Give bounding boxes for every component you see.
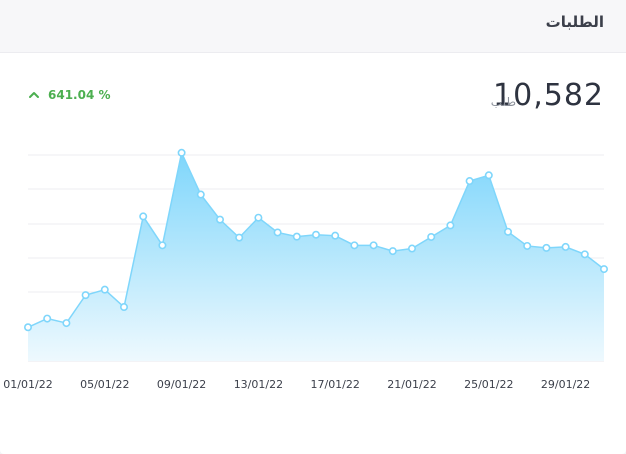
data-point[interactable]	[561, 242, 570, 251]
data-point[interactable]	[196, 190, 205, 199]
x-tick-label: 17/01/22	[310, 378, 359, 391]
data-point[interactable]	[100, 285, 109, 294]
data-point[interactable]	[273, 228, 282, 237]
data-point[interactable]	[427, 232, 436, 241]
data-point[interactable]	[158, 241, 167, 250]
data-point[interactable]	[139, 212, 148, 221]
data-point[interactable]	[177, 148, 186, 157]
data-point[interactable]	[43, 314, 52, 323]
orders-total-value: 10,582	[493, 78, 604, 113]
data-point[interactable]	[503, 227, 512, 236]
card-header: الطلبات	[0, 0, 626, 53]
x-tick-label: 25/01/22	[464, 378, 513, 391]
x-tick-label: 13/01/22	[234, 378, 283, 391]
data-point[interactable]	[62, 319, 71, 328]
x-tick-label: 05/01/22	[80, 378, 129, 391]
growth-indicator: 641.04 %	[28, 88, 111, 102]
data-point[interactable]	[446, 221, 455, 230]
data-point[interactable]	[484, 171, 493, 180]
data-point[interactable]	[235, 233, 244, 242]
data-point[interactable]	[542, 243, 551, 252]
growth-percent: 641.04 %	[48, 88, 111, 102]
x-tick-label: 21/01/22	[387, 378, 436, 391]
data-point[interactable]	[120, 303, 129, 312]
x-tick-label: 09/01/22	[157, 378, 206, 391]
chevron-up-icon	[29, 92, 39, 98]
data-point[interactable]	[292, 232, 301, 241]
data-point[interactable]	[311, 230, 320, 239]
orders-unit-label: طلب	[490, 95, 516, 109]
data-point[interactable]	[599, 265, 608, 274]
data-point[interactable]	[369, 241, 378, 250]
data-point[interactable]	[216, 215, 225, 224]
data-point[interactable]	[580, 250, 589, 259]
card-title: الطلبات	[545, 13, 604, 31]
data-point[interactable]	[23, 323, 32, 332]
data-point[interactable]	[465, 177, 474, 186]
x-tick-label: 29/01/22	[541, 378, 590, 391]
data-point[interactable]	[388, 247, 397, 256]
data-point[interactable]	[331, 231, 340, 240]
data-point[interactable]	[407, 244, 416, 253]
data-point[interactable]	[523, 241, 532, 250]
x-tick-label: 01/01/22	[3, 378, 52, 391]
data-point[interactable]	[81, 291, 90, 300]
data-point[interactable]	[254, 213, 263, 222]
area-fill	[28, 152, 604, 361]
data-point[interactable]	[350, 241, 359, 250]
